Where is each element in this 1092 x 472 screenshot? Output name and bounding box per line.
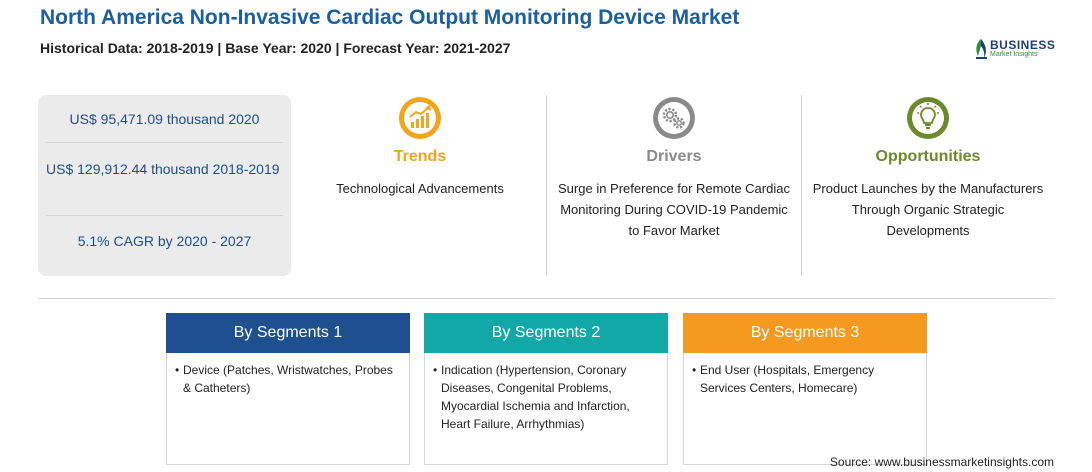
trends-column: Trends Technological Advancements [306,95,534,276]
drivers-heading: Drivers [646,148,702,165]
stat-divider [46,142,283,143]
trends-heading: Trends [393,148,447,165]
segment-1-body: • Device (Patches, Wristwatches, Probes … [167,353,409,397]
segment-card-1: By Segments 1 • Device (Patches, Wristwa… [166,313,410,465]
segment-card-3: By Segments 3 • End User (Hospitals, Eme… [683,313,927,465]
stat-cagr: 5.1% CAGR by 2020 - 2027 [77,233,252,249]
stat-market-value-historical: US$ 129,912.44 thousand 2018-2019 [46,161,280,177]
bullet: • [433,363,438,377]
section-divider [38,298,1055,299]
lightbulb-icon [907,97,949,139]
column-divider [546,95,547,276]
opportunities-text: Product Launches by the Manufacturers Th… [812,181,1044,238]
trend-chart-icon [399,97,441,139]
segment-1-heading: By Segments 1 [166,313,410,353]
segment-3-text: End User (Hospitals, Emergency Services … [700,363,875,395]
segment-2-heading: By Segments 2 [424,313,668,353]
segment-2-body: • Indication (Hypertension, Coronary Dis… [425,353,667,433]
segment-1-text: Device (Patches, Wristwatches, Probes & … [183,363,393,395]
column-divider [801,95,802,276]
stat-divider [46,215,283,216]
bullet: • [175,363,180,377]
segment-2-text: Indication (Hypertension, Coronary Disea… [441,363,630,431]
logo-tagline: Market Insights [990,51,1038,58]
drivers-text: Surge in Preference for Remote Cardiac M… [558,181,790,238]
brand-logo: BUSINESS Market Insights [973,36,1057,62]
segment-card-2: By Segments 2 • Indication (Hypertension… [424,313,668,465]
page-subtitle: Historical Data: 2018-2019 | Base Year: … [40,40,511,56]
gears-icon [653,97,695,139]
source-note: Source: www.businessmarketinsights.com [829,455,1054,469]
segment-3-heading: By Segments 3 [683,313,927,353]
page-title: North America Non-Invasive Cardiac Outpu… [40,6,740,29]
trends-text: Technological Advancements [336,181,504,196]
drivers-column: Drivers Surge in Preference for Remote C… [555,95,793,276]
logo-name: BUSINESS [990,38,1056,52]
stat-market-value-2020: US$ 95,471.09 thousand 2020 [69,111,260,127]
market-stats-panel: US$ 95,471.09 thousand 2020 US$ 129,912.… [38,95,291,276]
logo-mark-icon [976,39,987,59]
bullet: • [692,363,697,377]
segment-3-body: • End User (Hospitals, Emergency Service… [684,353,926,397]
opportunities-heading: Opportunities [875,148,981,165]
opportunities-column: Opportunities Product Launches by the Ma… [812,95,1044,276]
